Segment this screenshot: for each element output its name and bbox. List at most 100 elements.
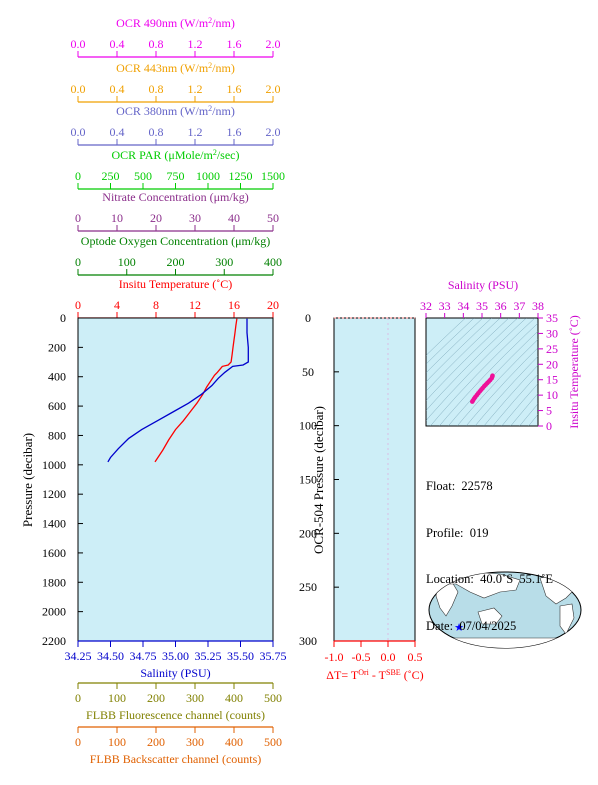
- top-tick-label-ocr490: 0.4: [110, 37, 125, 51]
- top-tick-label-temperature: 0: [75, 298, 81, 312]
- ts-x-tick-label: 38: [532, 299, 544, 313]
- top-tick-label-oxygen: 300: [215, 255, 233, 269]
- bottom-tick-label-backscatter: 400: [225, 735, 243, 749]
- bottom-tick-label-salinity: 34.25: [65, 649, 92, 663]
- ocr504-y-tick-label: 150: [299, 473, 317, 487]
- ocr504-axes: 0 50 100 150 200 250 300 -1.0 -0.5 0.0 0.5: [299, 311, 423, 664]
- density-contour-line: [438, 322, 538, 426]
- pressure-tick-label: 800: [48, 428, 66, 442]
- top-axis-label-oxygen: Optode Oxygen Concentration (μm/kg): [81, 234, 270, 248]
- top-tick-label-oxygen: 100: [118, 255, 136, 269]
- top-axis-label-ocr380: OCR 380nm (W/m2/nm): [116, 104, 235, 119]
- top-axis-nitrate: 0 10 20 30 40 50 Nitrate Concentration (μm/kg): [75, 190, 279, 232]
- density-contour-line: [426, 318, 501, 392]
- float-id: Float: 22578: [426, 479, 493, 493]
- top-tick-label-nitrate: 50: [267, 211, 279, 225]
- bottom-axis-fluorescence: 0 100 200 300 400 500 FLBB Fluorescence channe…: [75, 682, 282, 722]
- density-contours: [426, 318, 598, 456]
- top-tick-label-nitrate: 0: [75, 211, 81, 225]
- bottom-tick-label-backscatter: 100: [108, 735, 126, 749]
- bottom-tick-label-backscatter: 500: [264, 735, 282, 749]
- top-axis-temperature: 0 4 8 12 16 20 Insitu Temperature (˚C): [75, 277, 279, 319]
- top-axis-label-ocr490: OCR 490nm (W/m2/nm): [116, 16, 235, 31]
- top-tick-label-ocr380: 0.0: [71, 125, 86, 139]
- ts-plot-area: [425, 317, 539, 427]
- bottom-axis-label-fluorescence: FLBB Fluorescence channel (counts): [86, 708, 265, 722]
- ts-point: [490, 373, 495, 379]
- bottom-tick-label-fluorescence: 200: [147, 691, 165, 705]
- ts-scatter-points: [470, 373, 495, 404]
- top-tick-label-ocr443: 1.2: [188, 82, 203, 96]
- density-contour-line: [426, 318, 510, 401]
- density-contour-line: [426, 318, 518, 411]
- top-tick-label-ocr490: 1.6: [227, 37, 242, 51]
- density-contour-line: [532, 351, 598, 456]
- ocr504-x-tick-label: -1.0: [325, 650, 344, 664]
- ocr504-y-tick-label: 0: [305, 311, 311, 325]
- ts-x-tick-label: 32: [420, 299, 432, 313]
- ts-x-tick-label: 37: [513, 299, 525, 313]
- ocr504-pressure-label: OCR-504 Pressure (decibar): [311, 406, 326, 554]
- float-location-marker: ★: [454, 622, 464, 634]
- density-contour-line: [429, 318, 536, 426]
- density-contour-line: [474, 355, 538, 426]
- pressure-tick-label: 400: [48, 370, 66, 384]
- top-tick-label-oxygen: 400: [264, 255, 282, 269]
- pressure-tick-label: 1800: [42, 575, 66, 589]
- top-tick-label-temperature: 12: [189, 298, 201, 312]
- top-tick-label-temperature: 8: [153, 298, 159, 312]
- bottom-tick-label-fluorescence: 300: [186, 691, 204, 705]
- bottom-tick-label-fluorescence: 500: [264, 691, 282, 705]
- ts-y-tick-label: 35: [546, 311, 558, 325]
- density-contour-line: [501, 383, 538, 426]
- pressure-tick-label: 1600: [42, 546, 66, 560]
- map-land-australia: [477, 607, 503, 625]
- ts-y-tick-label: 25: [546, 342, 558, 356]
- ocr504-plot-area: [333, 317, 416, 642]
- bottom-tick-label-backscatter: 0: [75, 735, 81, 749]
- top-tick-label-temperature: 20: [267, 298, 279, 312]
- density-contour-line: [492, 373, 538, 426]
- top-axis-label-temperature: Insitu Temperature (˚C): [119, 277, 233, 291]
- ts-x-tick-label: 35: [476, 299, 488, 313]
- ocr504-y-tick-label: 250: [299, 580, 317, 594]
- bottom-axis-label-backscatter: FLBB Backscatter channel (counts): [90, 752, 262, 766]
- bottom-axis-salinity: 34.25 34.50 34.75 35.00 35.25 35.50 35.75 Salin…: [65, 640, 287, 680]
- density-contour-line: [426, 318, 527, 421]
- top-axis-label-ocr443: OCR 443nm (W/m2/nm): [116, 61, 235, 76]
- pressure-tick-label: 1000: [42, 458, 66, 472]
- profile-series: [107, 318, 249, 463]
- ts-x-tick-label: 33: [439, 299, 451, 313]
- top-tick-label-nitrate: 40: [228, 211, 240, 225]
- bottom-tick-label-salinity: 35.25: [195, 649, 222, 663]
- ocr504-x-tick-label: 0.0: [381, 650, 396, 664]
- profile-number: Profile: 019: [426, 525, 489, 540]
- top-axis-oxygen: 0 100 200 300 400 Optode Oxygen Concentration…: [75, 234, 282, 276]
- top-tick-label-temperature: 16: [228, 298, 240, 312]
- top-tick-label-nitrate: 20: [150, 211, 162, 225]
- ocr504-y-tick-label: 200: [299, 526, 317, 540]
- delta-t-label: ΔT= TOri - TSBE (˚C): [326, 668, 423, 683]
- series-line-temperature: [154, 318, 238, 463]
- density-contour-line: [426, 318, 484, 374]
- pressure-tick-label: 0: [60, 311, 66, 325]
- pressure-tick-label: 600: [48, 399, 66, 413]
- map-land-south-america: [559, 603, 575, 635]
- top-tick-label-ocr490: 0.8: [149, 37, 164, 51]
- top-tick-label-ocr380: 1.6: [227, 125, 242, 139]
- top-tick-label-ocr380: 1.2: [188, 125, 203, 139]
- bottom-axes-stack: 34.25 34.50 34.75 35.00 35.25 35.50 35.75 Salin…: [65, 640, 287, 766]
- top-tick-label-ocr380: 0.8: [149, 125, 164, 139]
- top-axis-ocr490: 0.0 0.4 0.8 1.2 1.6 2.0 OCR 490nm (W/m2/nm): [71, 16, 281, 58]
- ts-temperature-label: Insitu Temperature (˚C): [567, 315, 581, 429]
- bottom-tick-label-backscatter: 200: [147, 735, 165, 749]
- ts-y-tick-label: 30: [546, 326, 558, 340]
- pressure-tick-label: 2200: [42, 634, 66, 648]
- top-tick-label-nitrate: 10: [111, 211, 123, 225]
- top-axis-label-par: OCR PAR (μMole/m2/sec): [112, 148, 240, 163]
- ts-y-tick-label: 10: [546, 388, 558, 402]
- series-line-salinity: [107, 318, 249, 463]
- density-contour-line: [483, 364, 538, 426]
